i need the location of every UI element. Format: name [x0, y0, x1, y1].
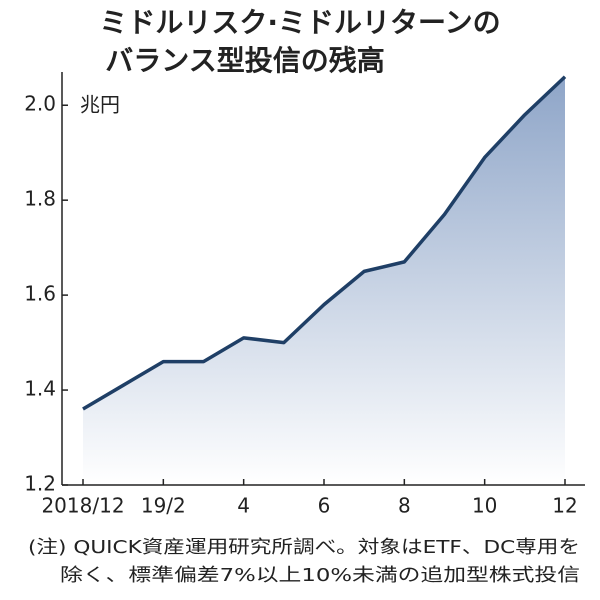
line: [82, 75, 567, 411]
y-axis-label: 兆円: [80, 93, 120, 117]
chart-title: バランス型投信の残高: [105, 44, 384, 77]
chart-title: ミドルリスク·ミドルリターンの: [99, 6, 500, 39]
area: [83, 76, 565, 485]
note: (注) QUICK資産運用研究所調べ。対象はETF、DC専用を: [28, 537, 580, 558]
y-tick-label: 1.8: [24, 187, 56, 211]
y-tick-label: 1.2: [24, 472, 56, 496]
y-tick-label: 2.0: [24, 92, 56, 116]
y-tick-label: 1.4: [24, 377, 56, 401]
x-tick-label: 10: [472, 494, 497, 518]
x-tick-label: 19/2: [141, 494, 186, 518]
x-tick-label: 12: [552, 494, 577, 518]
note: 除く、標準偏差7%以上10%未満の追加型株式投信: [60, 565, 580, 586]
x-tick-label: 4: [237, 494, 250, 518]
y-tick-label: 1.6: [24, 282, 56, 306]
x-tick-label: 6: [318, 494, 331, 518]
x-tick-label: 8: [398, 494, 411, 518]
x-tick-label: 2018/12: [41, 494, 124, 518]
